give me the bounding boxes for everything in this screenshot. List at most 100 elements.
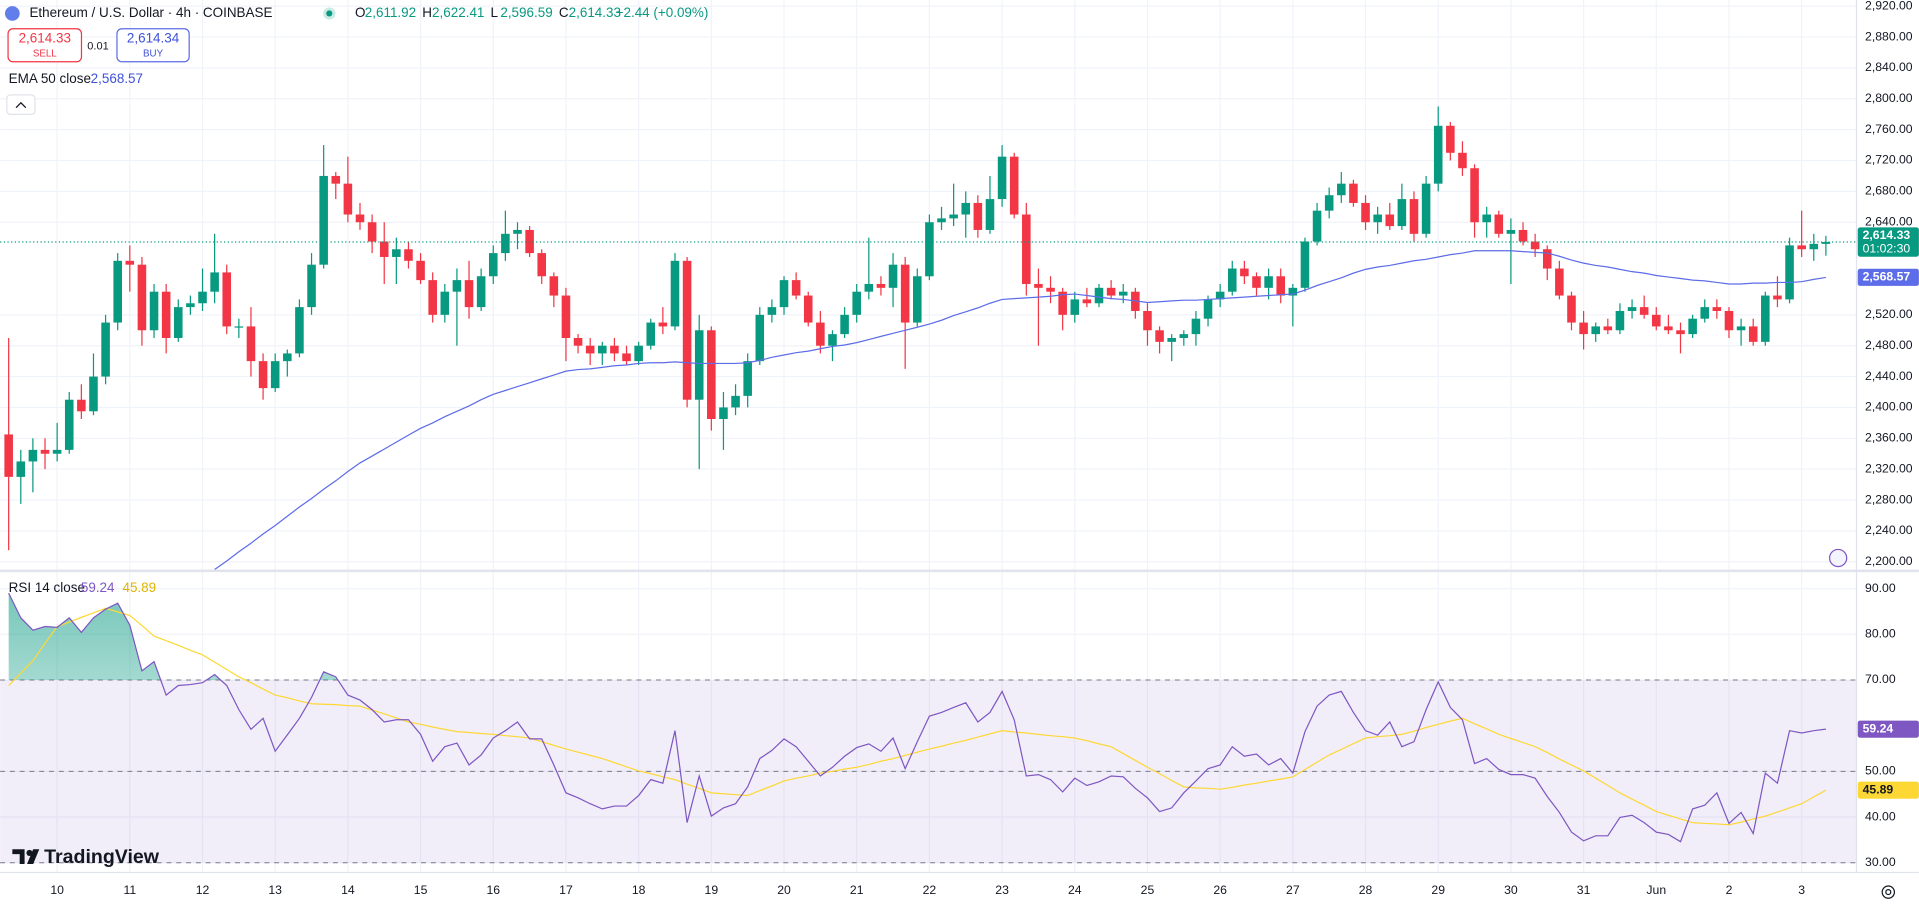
logo: TradingView — [44, 846, 160, 868]
candle-body — [234, 326, 244, 328]
candle-body — [464, 280, 474, 308]
ohlc-key: O — [355, 5, 365, 20]
candle-body — [1240, 268, 1249, 277]
x-tick-label: 31 — [1577, 883, 1591, 897]
candle-body — [222, 272, 232, 327]
candle-body — [622, 353, 631, 362]
candle-body — [1167, 337, 1176, 342]
candle-body — [1809, 243, 1819, 250]
candle-body — [1700, 307, 1710, 319]
y-tick-label: 2,400.00 — [1865, 400, 1913, 414]
x-tick-label: 10 — [50, 883, 64, 897]
candle-body — [755, 314, 765, 362]
ohlc-value: 2,622.41 — [432, 5, 484, 20]
candle-body — [1082, 299, 1092, 304]
candle-body — [707, 330, 716, 420]
candle-body — [1567, 295, 1576, 323]
y-tick-label: 80.00 — [1865, 627, 1896, 641]
candle-body — [561, 295, 571, 338]
candle-body — [1676, 330, 1685, 335]
x-tick-label: 20 — [777, 883, 791, 897]
candle-body — [1591, 326, 1600, 335]
x-tick-label: 12 — [196, 883, 210, 897]
x-tick-label: 27 — [1286, 883, 1300, 897]
candle-body — [501, 233, 510, 254]
ohlc-key: L — [491, 5, 499, 20]
candle-body — [513, 229, 522, 234]
buy-label[interactable]: BUY — [143, 48, 164, 59]
x-tick-label: 24 — [1068, 883, 1082, 897]
sell-label[interactable]: SELL — [33, 48, 57, 59]
ohlc-key: C — [559, 5, 569, 20]
candle-body — [694, 330, 704, 400]
rsi-legend-value: 59.24 — [81, 580, 115, 595]
candle-body — [585, 345, 595, 354]
buy-button[interactable] — [116, 28, 190, 63]
x-tick-label: 13 — [268, 883, 282, 897]
candle-body — [137, 264, 147, 331]
y-tick-label: 2,680.00 — [1865, 184, 1913, 198]
candle-body — [682, 260, 692, 400]
candle-body — [973, 202, 983, 230]
candle-body — [1542, 249, 1552, 269]
x-tick-label: 23 — [995, 883, 1009, 897]
candle-body — [1337, 183, 1346, 196]
candle-body — [1106, 287, 1116, 296]
candle-body — [1470, 168, 1479, 223]
candle-body — [246, 326, 256, 362]
y-tick-label: 90.00 — [1865, 581, 1896, 595]
settings-icon[interactable] — [1885, 889, 1892, 896]
settings-icon[interactable] — [1881, 885, 1896, 899]
candle-body — [961, 202, 971, 215]
candle-body — [1579, 322, 1588, 335]
candle-body — [1324, 195, 1334, 211]
collapse-button[interactable] — [6, 94, 36, 116]
price-badge — [1857, 781, 1919, 799]
x-tick-label: 29 — [1431, 883, 1445, 897]
candle-body — [1058, 291, 1067, 315]
candle-body — [379, 241, 389, 257]
price-badge — [1857, 227, 1919, 257]
candle-body — [270, 361, 280, 389]
candle-body — [1506, 229, 1516, 234]
y-tick-label: 2,840.00 — [1865, 60, 1913, 74]
candle-body — [1397, 199, 1407, 227]
y-tick-label: 2,720.00 — [1865, 153, 1913, 167]
candle-body — [1639, 307, 1649, 315]
countdown: 01:02:30 — [1863, 242, 1911, 256]
candle-body — [1361, 202, 1370, 223]
candle-body — [428, 280, 437, 315]
event-icon[interactable] — [1828, 548, 1848, 568]
candle-body — [64, 399, 74, 450]
candle-body — [1421, 183, 1431, 234]
candle-body — [1312, 210, 1322, 242]
candle-body — [1046, 287, 1055, 292]
sell-button[interactable] — [7, 28, 83, 63]
candle-body — [307, 264, 316, 308]
candle-body — [549, 276, 559, 296]
axis-layer: 10 11 12 13 14 15 16 17 18 19 20 21 22 23 24 25 26 27 28 29… — [50, 0, 1919, 897]
x-tick-label: 11 — [123, 883, 136, 897]
candle-body — [1409, 199, 1419, 234]
buy-price[interactable]: 2,614.34 — [127, 31, 180, 46]
ohlc-value: 2,611.92 — [365, 5, 416, 20]
y-tick-label: 70.00 — [1865, 672, 1896, 686]
x-tick-label: 14 — [341, 883, 355, 897]
candle-body — [1664, 326, 1673, 331]
price-badge-label: 59.24 — [1863, 721, 1894, 735]
candle-body — [1627, 307, 1637, 311]
collapse-icon[interactable] — [15, 101, 27, 109]
y-tick-label: 2,440.00 — [1865, 369, 1913, 383]
sell-price[interactable]: 2,614.33 — [19, 31, 71, 46]
candle-body — [1252, 276, 1261, 288]
candle-body — [1785, 245, 1794, 300]
y-tick-label: 50.00 — [1865, 764, 1896, 778]
candle-body — [1712, 307, 1722, 311]
y-tick-label: 2,920.00 — [1865, 0, 1913, 12]
candle-body — [1530, 241, 1540, 250]
y-tick-label: 2,760.00 — [1865, 122, 1913, 136]
candle-body — [1724, 310, 1734, 331]
candle-body — [816, 322, 825, 346]
candle-body — [537, 253, 547, 277]
candle-body — [1288, 287, 1298, 296]
